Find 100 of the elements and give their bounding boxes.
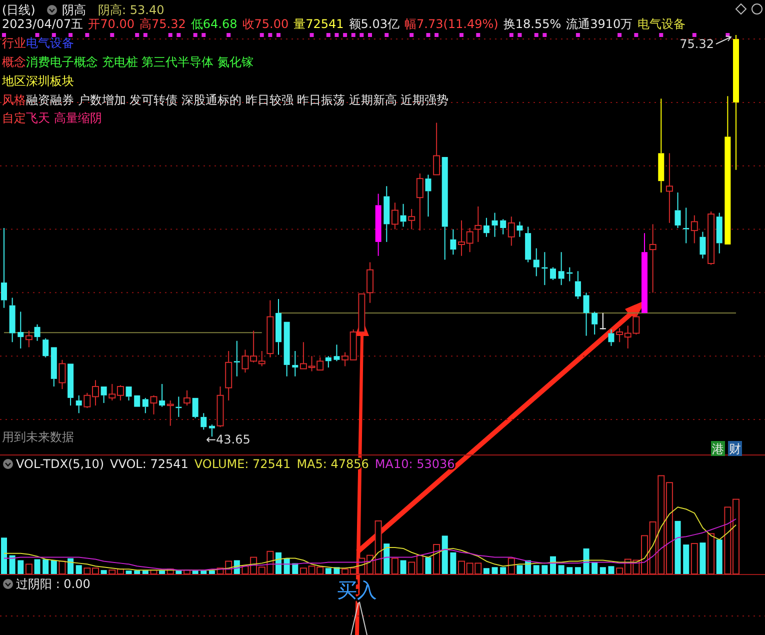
chart-title: VOL-TDX(5,10) xyxy=(16,457,104,471)
candlestick xyxy=(276,298,282,356)
bar xyxy=(574,567,581,574)
candlestick xyxy=(474,206,482,242)
candlestick xyxy=(525,226,532,263)
candlestick xyxy=(366,262,374,304)
bar xyxy=(25,564,32,574)
bar xyxy=(18,560,24,574)
candlestick xyxy=(34,324,40,342)
bar xyxy=(683,544,690,574)
bar xyxy=(508,558,515,574)
bar xyxy=(674,520,681,574)
candlestick xyxy=(391,202,398,230)
candlestick xyxy=(516,221,523,238)
candlestick xyxy=(18,311,24,349)
candlestick xyxy=(492,212,498,238)
bar xyxy=(425,557,432,574)
bar xyxy=(566,567,573,574)
annotation: 概念 xyxy=(2,55,26,69)
text: 2023/04/07五 xyxy=(2,17,84,31)
bar xyxy=(516,565,523,574)
candlestick xyxy=(508,216,515,246)
text: 开70.00 xyxy=(88,17,135,31)
text: 收75.00 xyxy=(242,17,289,31)
candlestick xyxy=(583,292,590,336)
candlestick xyxy=(716,212,722,254)
annotation: 消费电子概念 充电桩 第三代半导体 氮化镓 xyxy=(26,55,254,69)
candlestick xyxy=(159,383,166,408)
bar xyxy=(400,560,406,574)
candlestick xyxy=(683,207,690,244)
text: 阴高 xyxy=(62,3,86,17)
candlestick xyxy=(574,270,581,300)
bar xyxy=(483,568,490,574)
bar xyxy=(276,552,282,574)
candlestick xyxy=(234,340,240,377)
text: 换18.55% xyxy=(503,17,562,31)
bar xyxy=(608,566,614,574)
candlestick xyxy=(483,217,490,238)
bar xyxy=(1,538,7,574)
bar xyxy=(533,565,540,574)
bar xyxy=(600,567,606,574)
bar xyxy=(700,542,706,574)
candlestick xyxy=(416,172,424,232)
annotation: 75.32 xyxy=(680,37,714,51)
candlestick xyxy=(200,412,207,430)
candlestick xyxy=(658,98,664,193)
annotation: 融资融券 户数增加 发可转债 深股通标的 昨日较强 昨日振荡 近期新高 近期强势 xyxy=(26,93,449,107)
candlestick xyxy=(1,228,7,308)
bar xyxy=(542,565,548,574)
bar xyxy=(708,533,715,574)
bar xyxy=(384,544,390,574)
bar xyxy=(126,570,132,574)
text: MA10: 53036 xyxy=(374,457,455,471)
candlestick xyxy=(533,248,540,277)
bar xyxy=(325,568,332,574)
candlestick xyxy=(674,192,681,228)
bar xyxy=(442,536,448,574)
bar xyxy=(9,555,16,574)
bar xyxy=(492,567,498,574)
bar xyxy=(690,543,698,574)
candlestick xyxy=(700,231,706,259)
text: 流通3910万 xyxy=(566,17,633,31)
candlestick xyxy=(375,193,382,256)
annotation: 地区深圳板块 xyxy=(1,74,74,88)
candlestick xyxy=(225,350,232,401)
candlestick xyxy=(500,218,506,235)
candlestick xyxy=(558,252,564,286)
bar xyxy=(200,570,207,574)
candlestick xyxy=(408,208,416,230)
bar xyxy=(176,570,182,574)
text: 额5.03亿 xyxy=(348,17,400,31)
candlestick xyxy=(733,34,739,170)
annotation: ←43.65 xyxy=(206,432,250,447)
bar xyxy=(68,558,74,574)
bar xyxy=(500,567,506,574)
chart-title: (日线) xyxy=(2,3,36,17)
bar xyxy=(34,559,40,574)
candlestick xyxy=(325,356,332,368)
candlestick xyxy=(76,394,82,414)
text: VVOL: 72541 xyxy=(110,457,188,471)
candlestick xyxy=(425,174,432,218)
annotation: 电气设备 xyxy=(26,36,74,50)
bar xyxy=(433,544,440,574)
bar xyxy=(592,562,598,574)
bar xyxy=(583,548,590,574)
candlestick xyxy=(266,300,274,358)
bar xyxy=(58,560,66,574)
bar xyxy=(192,570,198,574)
bar xyxy=(159,570,166,574)
text: 幅7.73(11.49%) xyxy=(404,17,498,31)
bar xyxy=(50,560,57,574)
annotation: 行业 xyxy=(2,36,26,50)
bar xyxy=(100,570,107,574)
candlestick xyxy=(649,224,656,294)
candlestick xyxy=(400,203,406,228)
candlestick xyxy=(600,312,606,330)
text: 低64.68 xyxy=(190,17,238,31)
text: 电气设备 xyxy=(638,17,686,31)
text: 阴高: 53.40 xyxy=(98,3,164,17)
candlestick xyxy=(592,311,598,336)
